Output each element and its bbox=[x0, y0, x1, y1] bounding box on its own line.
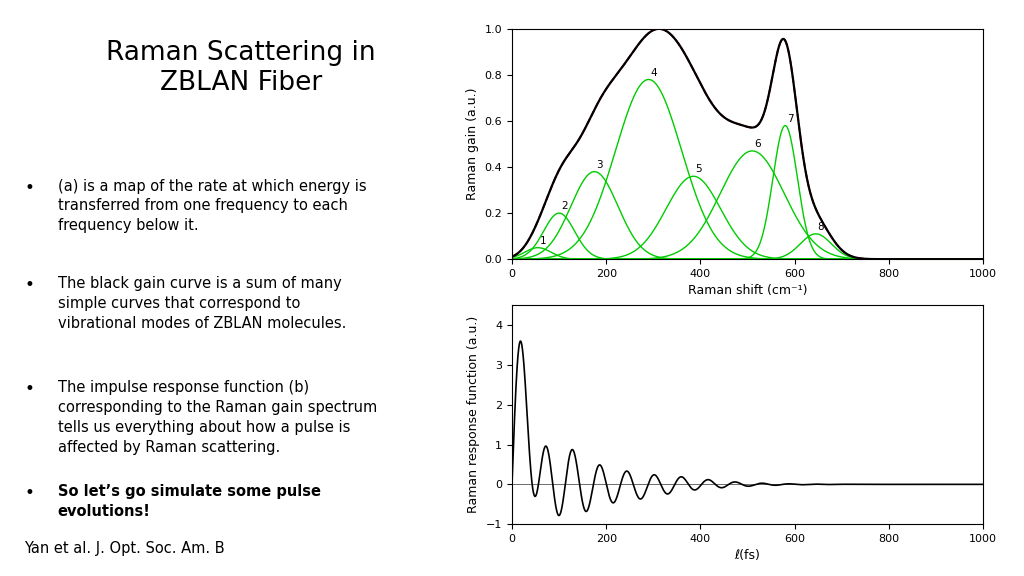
Text: Raman Scattering in
ZBLAN Fiber: Raman Scattering in ZBLAN Fiber bbox=[105, 40, 376, 96]
Text: So let’s go simulate some pulse
evolutions!: So let’s go simulate some pulse evolutio… bbox=[57, 484, 321, 518]
X-axis label: Raman shift (cm⁻¹): Raman shift (cm⁻¹) bbox=[688, 285, 807, 297]
Text: The impulse response function (b)
corresponding to the Raman gain spectrum
tells: The impulse response function (b) corres… bbox=[57, 380, 377, 454]
Text: Yan et al. J. Opt. Soc. Am. B: Yan et al. J. Opt. Soc. Am. B bbox=[25, 541, 224, 556]
Y-axis label: Raman response function (a.u.): Raman response function (a.u.) bbox=[467, 316, 480, 513]
Text: 4: 4 bbox=[650, 67, 657, 78]
Text: 6: 6 bbox=[754, 139, 761, 149]
Text: •: • bbox=[25, 179, 34, 196]
Text: (a) is a map of the rate at which energy is
transferred from one frequency to ea: (a) is a map of the rate at which energy… bbox=[57, 179, 367, 233]
Text: 2: 2 bbox=[561, 201, 567, 211]
Text: (a): (a) bbox=[737, 328, 758, 343]
Text: •: • bbox=[25, 276, 34, 294]
Text: The black gain curve is a sum of many
simple curves that correspond to
vibration: The black gain curve is a sum of many si… bbox=[57, 276, 346, 331]
X-axis label: ℓ(fs): ℓ(fs) bbox=[734, 550, 761, 562]
Text: 5: 5 bbox=[695, 164, 701, 175]
Text: 8: 8 bbox=[818, 222, 824, 232]
Text: 3: 3 bbox=[596, 160, 603, 170]
Text: 7: 7 bbox=[787, 113, 794, 124]
Text: 1: 1 bbox=[540, 236, 547, 246]
Text: •: • bbox=[25, 380, 34, 398]
Text: •: • bbox=[25, 484, 34, 502]
Y-axis label: Raman gain (a.u.): Raman gain (a.u.) bbox=[466, 88, 479, 200]
